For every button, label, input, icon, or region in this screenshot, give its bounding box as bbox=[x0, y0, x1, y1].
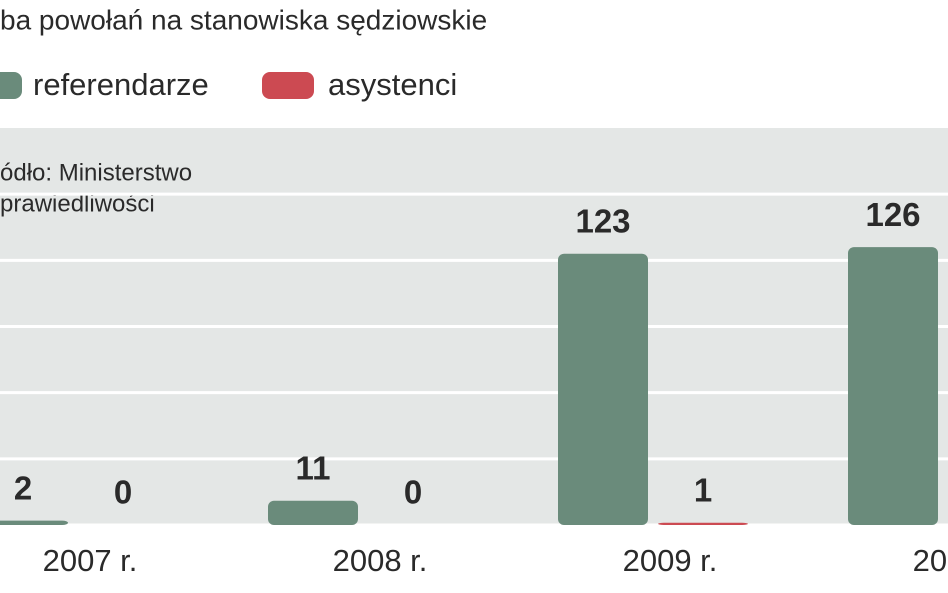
x-tick-label: 2007 r. bbox=[43, 543, 138, 578]
x-tick-label: 2009 r. bbox=[623, 543, 718, 578]
value-label: 11 bbox=[296, 449, 331, 486]
x-tick-label: 2010 r. bbox=[913, 543, 948, 578]
value-label: 0 bbox=[114, 474, 132, 511]
legend-label: asystenci bbox=[328, 67, 457, 102]
bar bbox=[848, 247, 938, 525]
bar bbox=[0, 520, 68, 525]
bar bbox=[268, 500, 358, 525]
chart-title: ba powołań na stanowiska sędziowskie bbox=[0, 4, 487, 35]
legend-label: referendarze bbox=[33, 67, 209, 102]
x-tick-label: 2008 r. bbox=[333, 543, 428, 578]
bar bbox=[558, 253, 648, 525]
value-label: 123 bbox=[575, 202, 630, 239]
source: ódło: Ministerstwo bbox=[0, 159, 192, 186]
bar bbox=[658, 522, 748, 525]
value-label: 1 bbox=[694, 472, 712, 509]
legend-swatch bbox=[262, 72, 314, 99]
value-label: 2 bbox=[14, 469, 32, 506]
legend-swatch bbox=[0, 72, 22, 99]
value-label: 126 bbox=[865, 196, 920, 233]
value-label: 0 bbox=[404, 474, 422, 511]
